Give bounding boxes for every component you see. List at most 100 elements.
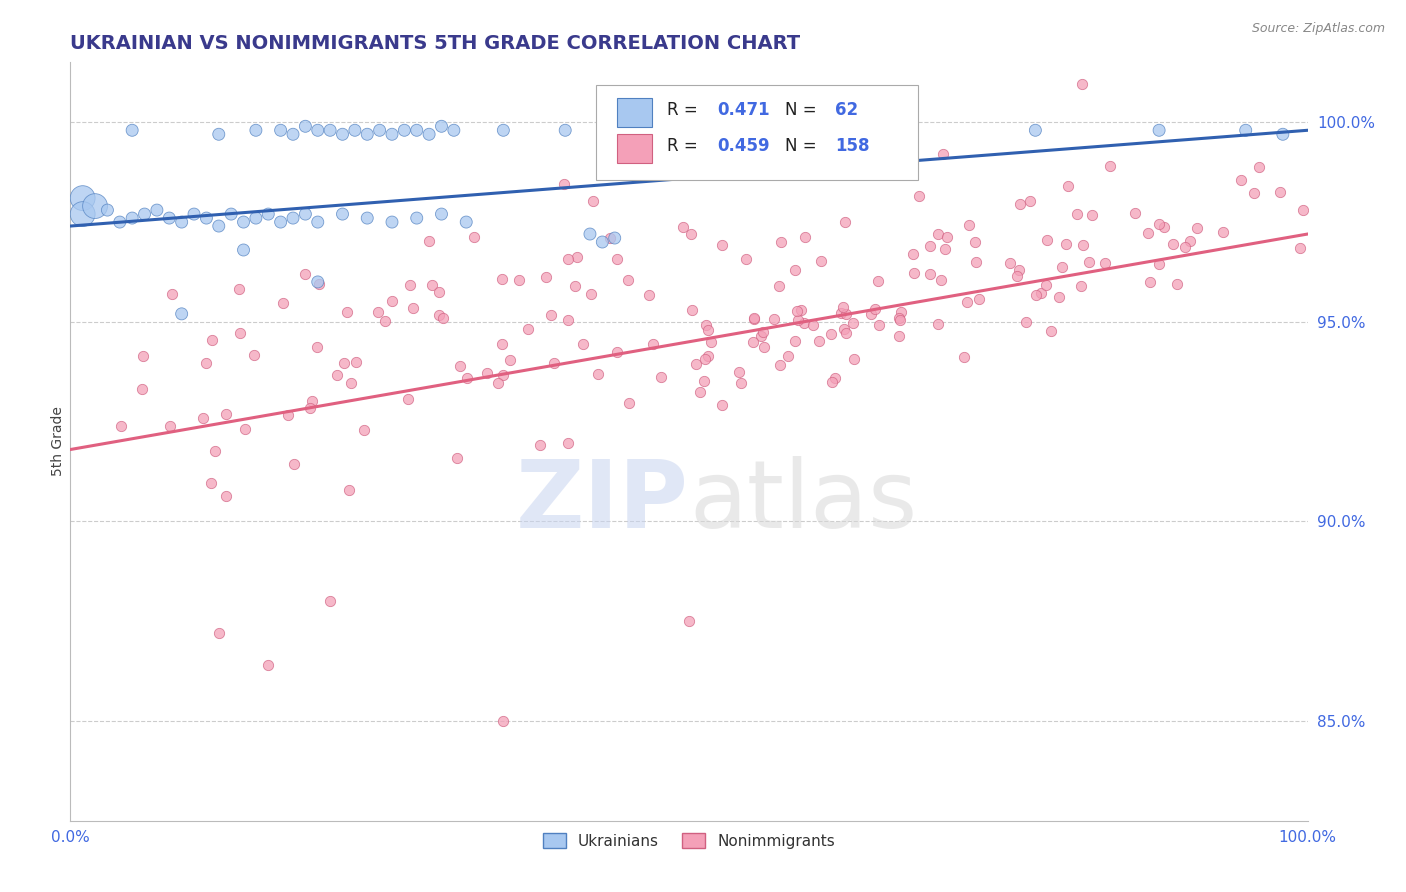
- Point: [1271, 128, 1294, 142]
- Point: [956, 295, 979, 310]
- Point: [768, 279, 790, 293]
- Point: [281, 128, 304, 142]
- Point: [245, 211, 267, 225]
- Point: [543, 356, 565, 370]
- Point: [486, 376, 509, 391]
- Point: [229, 326, 252, 340]
- Point: [606, 345, 628, 359]
- Point: [728, 365, 751, 379]
- Point: [1187, 221, 1209, 235]
- Point: [405, 123, 427, 137]
- Point: [553, 177, 575, 191]
- Point: [277, 408, 299, 422]
- Point: [901, 246, 924, 260]
- Point: [776, 349, 799, 363]
- Point: [672, 219, 695, 234]
- Point: [749, 328, 772, 343]
- Point: [762, 312, 785, 326]
- Point: [808, 334, 831, 349]
- Point: [918, 238, 941, 252]
- Point: [616, 123, 638, 137]
- Point: [681, 303, 703, 318]
- Point: [1047, 290, 1070, 304]
- Point: [740, 123, 762, 137]
- Point: [492, 714, 515, 728]
- Point: [170, 215, 193, 229]
- Point: [200, 476, 222, 491]
- Point: [72, 191, 94, 205]
- Point: [582, 194, 605, 208]
- Point: [270, 215, 292, 229]
- Point: [228, 282, 250, 296]
- Point: [368, 123, 391, 137]
- Point: [160, 287, 183, 301]
- Point: [398, 392, 420, 406]
- Point: [283, 457, 305, 471]
- Point: [1005, 268, 1028, 283]
- Point: [305, 340, 328, 354]
- Point: [734, 252, 756, 266]
- Point: [752, 326, 775, 340]
- Point: [841, 316, 863, 330]
- Point: [157, 211, 180, 225]
- Point: [557, 252, 579, 267]
- Point: [835, 326, 858, 340]
- Point: [786, 313, 808, 327]
- Point: [108, 215, 131, 229]
- Point: [281, 211, 304, 225]
- Point: [332, 356, 354, 370]
- Point: [1149, 217, 1171, 231]
- Point: [307, 275, 329, 289]
- Point: [1153, 219, 1175, 234]
- Point: [215, 407, 238, 421]
- Point: [1229, 172, 1251, 186]
- Point: [557, 313, 579, 327]
- Point: [1292, 203, 1315, 218]
- Point: [298, 401, 321, 416]
- Point: [685, 357, 707, 371]
- Text: ZIP: ZIP: [516, 456, 689, 549]
- Point: [204, 444, 226, 458]
- Text: UKRAINIAN VS NONIMMIGRANTS 5TH GRADE CORRELATION CHART: UKRAINIAN VS NONIMMIGRANTS 5TH GRADE COR…: [70, 34, 800, 53]
- Point: [517, 322, 540, 336]
- Text: 0.459: 0.459: [717, 136, 770, 155]
- Point: [201, 333, 224, 347]
- Point: [1212, 225, 1234, 239]
- Point: [443, 123, 465, 137]
- Point: [418, 234, 440, 248]
- Point: [821, 375, 844, 389]
- Point: [132, 350, 155, 364]
- Point: [463, 229, 485, 244]
- Point: [678, 123, 700, 137]
- Point: [340, 376, 363, 390]
- Point: [492, 123, 515, 137]
- Point: [432, 310, 454, 325]
- Point: [900, 123, 922, 137]
- Point: [1249, 160, 1271, 174]
- Point: [887, 310, 910, 325]
- Point: [1268, 185, 1291, 199]
- Point: [617, 273, 640, 287]
- Point: [696, 349, 718, 363]
- Point: [1098, 159, 1121, 173]
- Point: [832, 322, 855, 336]
- Point: [1008, 197, 1031, 211]
- Point: [834, 215, 856, 229]
- Point: [1123, 205, 1146, 219]
- Point: [402, 301, 425, 315]
- Point: [208, 219, 231, 233]
- Point: [1054, 237, 1077, 252]
- Point: [356, 211, 378, 225]
- Point: [1147, 257, 1170, 271]
- Text: N =: N =: [786, 101, 823, 120]
- Point: [752, 339, 775, 353]
- Point: [641, 336, 664, 351]
- Point: [842, 351, 865, 366]
- Point: [963, 235, 986, 249]
- Point: [427, 308, 450, 322]
- Point: [208, 626, 231, 640]
- Point: [1000, 256, 1022, 270]
- Point: [810, 254, 832, 268]
- Point: [343, 123, 366, 137]
- Text: 0.471: 0.471: [717, 101, 770, 120]
